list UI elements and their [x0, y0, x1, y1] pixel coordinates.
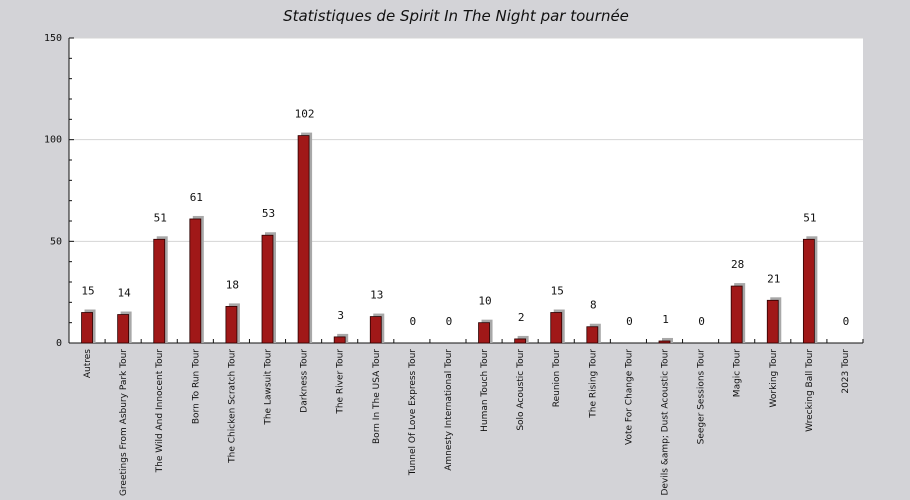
bar [297, 135, 310, 344]
x-tick-label: Greetings From Asbury Park Tour [119, 349, 129, 496]
data-label: 1 [662, 313, 669, 326]
data-label: 8 [590, 299, 597, 312]
x-tick-label: The Chicken Scratch Tour [227, 349, 237, 464]
data-label: 51 [803, 211, 816, 224]
data-label: 0 [843, 315, 850, 328]
x-tick-label: The Wild And Innocent Tour [155, 349, 165, 474]
bar [369, 316, 382, 344]
bar [153, 238, 166, 344]
x-tick-label: Solo Acoustic Tour [516, 349, 526, 431]
bar [802, 238, 815, 344]
bar [333, 336, 346, 344]
x-tick-label: Seeger Sessions Tour [697, 349, 707, 445]
data-label: 2 [518, 311, 525, 324]
bar [261, 234, 274, 344]
x-tick-label: Working Tour [769, 349, 779, 408]
x-tick-label: Amnesty International Tour [444, 349, 454, 471]
x-tick-label: Wrecking Ball Tour [805, 349, 815, 432]
y-tick-label: 100 [44, 135, 62, 146]
bar [81, 312, 93, 344]
data-label: 0 [410, 315, 417, 328]
bar [117, 314, 130, 344]
x-tick-label: Born To Run Tour [191, 349, 201, 424]
y-tick-label: 50 [50, 236, 62, 247]
x-tick-label: Reunion Tour [552, 349, 562, 408]
x-tick-label: 2023 Tour [841, 349, 851, 394]
x-tick-label: Vote For Change Tour [624, 349, 634, 445]
y-tick-label: 150 [44, 33, 62, 44]
x-tick-label: Darkness Tour [300, 349, 310, 413]
data-label: 15 [551, 285, 564, 298]
x-tick-label: Autres [83, 349, 93, 378]
data-label: 53 [262, 207, 275, 220]
bar [550, 312, 563, 344]
bar [658, 340, 671, 344]
x-tick-label: The Lawsuit Tour [264, 349, 274, 426]
data-label: 10 [478, 295, 491, 308]
data-label: 18 [226, 278, 239, 291]
data-label: 14 [118, 287, 132, 300]
x-tick-label: Devils &amp; Dust Acoustic Tour [661, 349, 671, 496]
x-tick-label: The Rising Tour [588, 349, 598, 419]
x-tick-label: Tunnel Of Love Express Tour [408, 349, 418, 477]
x-tick-label: Born In The USA Tour [372, 349, 382, 444]
bar-shadow [662, 337, 673, 343]
data-label: 51 [154, 211, 167, 224]
bar [586, 326, 599, 344]
bar [766, 299, 779, 344]
data-label: 21 [767, 272, 780, 285]
bar [730, 285, 743, 344]
data-label: 3 [337, 309, 344, 322]
data-label: 13 [370, 289, 383, 302]
x-tick-label: Human Touch Tour [480, 349, 490, 432]
data-label: 0 [698, 315, 705, 328]
x-tick-label: Magic Tour [733, 349, 743, 397]
data-label: 61 [190, 191, 203, 204]
bar [514, 338, 527, 344]
data-label: 102 [295, 108, 315, 121]
data-label: 0 [446, 315, 453, 328]
data-label: 0 [626, 315, 633, 328]
data-label: 28 [731, 258, 744, 271]
x-tick-label: The River Tour [336, 349, 346, 415]
chart-title: Statistiques de Spirit In The Night par … [283, 7, 629, 25]
bars [81, 132, 818, 344]
bar [189, 218, 202, 344]
bar [225, 305, 238, 344]
y-tick-label: 0 [56, 338, 62, 349]
data-label: 15 [81, 285, 94, 298]
bar [478, 322, 490, 344]
